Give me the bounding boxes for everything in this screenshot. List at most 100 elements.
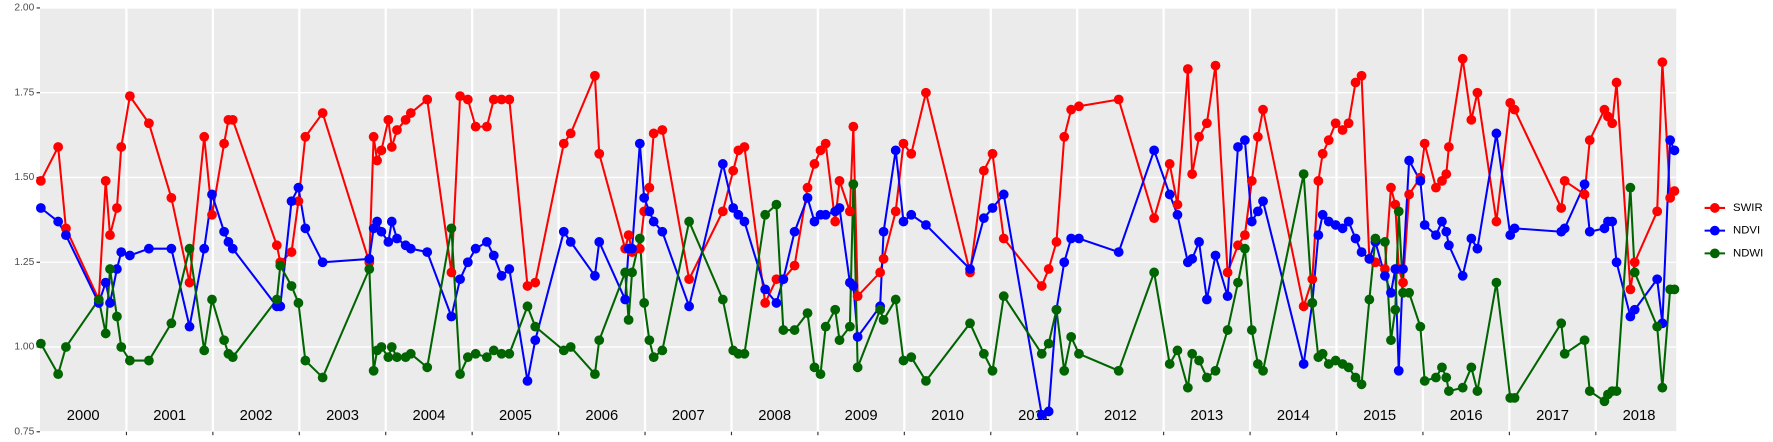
point [405,108,416,118]
point [728,203,739,213]
point [898,355,909,366]
point [1404,189,1414,200]
point [852,362,863,373]
point [878,253,889,264]
point [455,274,465,285]
year-label: 2008 [758,408,791,424]
point [1187,169,1198,179]
point [1307,298,1318,308]
point [1059,257,1070,268]
point [1584,226,1595,237]
point [116,247,127,257]
legend-key [1709,248,1720,259]
point [422,94,433,105]
point [771,274,782,285]
point [1437,216,1447,227]
point [1313,230,1324,241]
point [227,114,238,125]
point [364,253,375,264]
point [620,267,631,278]
point [530,335,541,346]
point [405,243,416,254]
point [1437,362,1447,373]
point [906,209,917,220]
point [1457,382,1468,393]
point [684,216,695,227]
point [376,342,387,352]
point [834,203,845,213]
point [481,352,492,363]
point [1172,199,1183,210]
point [125,91,135,101]
point [1113,365,1124,376]
point [100,328,111,339]
point [93,294,104,305]
point [890,206,901,217]
point [219,138,229,149]
point [1350,233,1361,244]
point [1431,182,1441,193]
y-tick-label: 1.25 [14,257,34,268]
point [1298,359,1309,369]
point [522,281,533,291]
point [1559,223,1570,234]
y-tick-label: 2.00 [14,3,34,14]
point [1509,392,1520,403]
point [1611,257,1622,268]
point [1194,237,1204,247]
point [383,352,394,363]
point [1579,179,1590,190]
point [965,318,975,329]
point [504,348,515,359]
point [648,216,659,227]
point [496,94,507,105]
point [275,260,286,271]
point [1607,118,1618,129]
point [1330,118,1341,129]
point [778,274,789,285]
point [112,264,122,274]
point [1652,274,1663,285]
point [1059,365,1070,376]
point [144,355,154,366]
year-label: 2016 [1450,408,1483,424]
year-label: 2004 [413,408,446,424]
point [317,257,328,268]
point [1350,372,1361,383]
point [590,270,600,281]
point [1629,304,1640,315]
point [890,145,901,156]
point [1323,135,1334,146]
point [965,264,975,274]
point [760,298,771,308]
point [1074,233,1084,244]
point [844,321,855,332]
point [144,118,154,129]
point [648,352,659,363]
point [1611,77,1622,88]
point [848,121,859,132]
point [771,199,782,210]
point [1164,159,1175,169]
point [760,209,771,220]
point [1066,331,1077,342]
point [815,369,826,380]
point [834,335,845,346]
point [1404,155,1414,166]
point [300,355,311,366]
y-tick-label: 1.50 [14,172,34,183]
point [481,121,492,132]
point [1201,118,1212,129]
point [627,243,637,254]
point [522,376,533,386]
point [376,145,387,156]
point [1172,345,1183,356]
point [1113,247,1124,257]
point [733,209,744,220]
point [1415,321,1426,332]
point [1222,267,1233,278]
point [820,209,831,220]
point [717,206,728,217]
point [317,108,328,118]
point [1652,206,1663,217]
